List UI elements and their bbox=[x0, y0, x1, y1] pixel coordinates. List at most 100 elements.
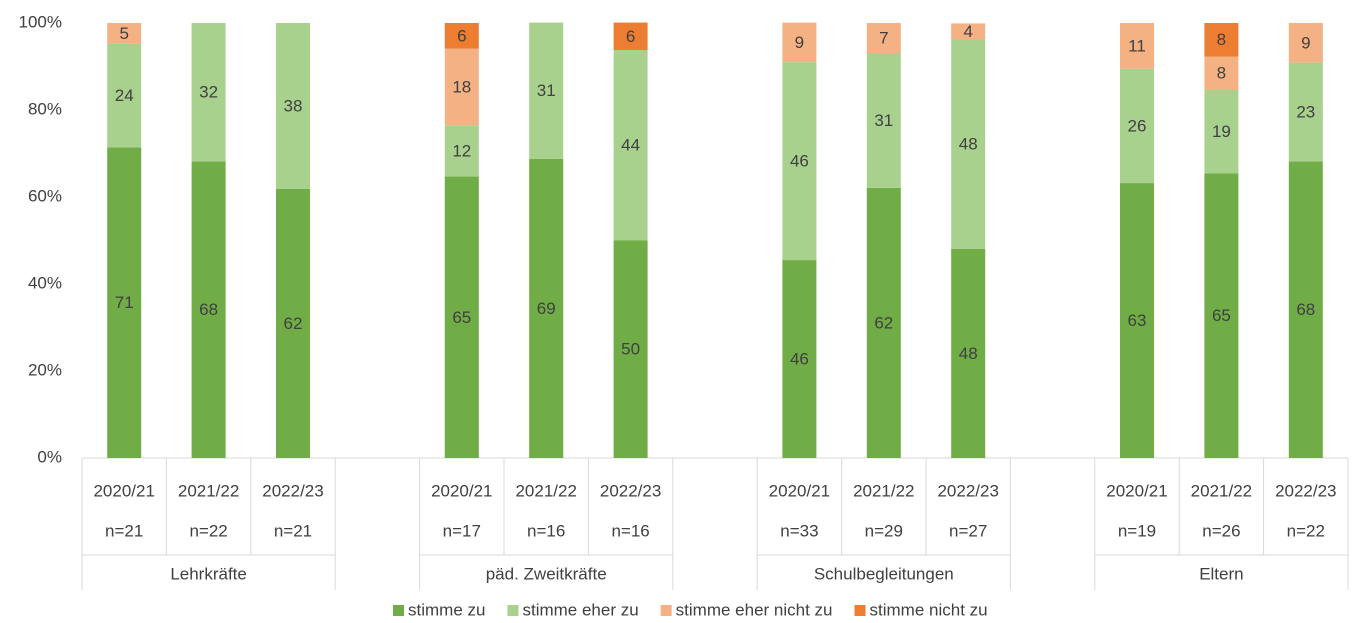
bar-segment bbox=[444, 125, 479, 177]
bar-segment bbox=[444, 23, 479, 49]
legend-swatch bbox=[854, 605, 866, 616]
x-tick-label: 2020/21 bbox=[1106, 481, 1167, 500]
n-label: n=22 bbox=[189, 521, 227, 540]
data-label: 65 bbox=[1212, 306, 1231, 325]
group-label: päd. Zweitkräfte bbox=[486, 564, 607, 583]
group-label: Eltern bbox=[1199, 564, 1243, 583]
bar-segment bbox=[191, 161, 226, 458]
bar-segment bbox=[1204, 23, 1239, 57]
n-label: n=33 bbox=[780, 521, 818, 540]
x-tick-label: 2021/22 bbox=[515, 481, 576, 500]
legend-swatch bbox=[660, 605, 672, 616]
legend-label: stimme eher zu bbox=[522, 600, 638, 619]
data-label: 5 bbox=[119, 24, 128, 43]
data-label: 23 bbox=[1296, 102, 1315, 121]
n-label: n=26 bbox=[1202, 521, 1240, 540]
data-label: 68 bbox=[199, 300, 218, 319]
bar-segment bbox=[107, 147, 142, 458]
bar-segment bbox=[276, 188, 310, 459]
bar-segment bbox=[951, 248, 986, 458]
n-label: n=16 bbox=[527, 521, 565, 540]
data-label: 69 bbox=[537, 299, 556, 318]
x-tick-label: 2020/21 bbox=[93, 481, 154, 500]
y-tick-label: 40% bbox=[28, 273, 62, 292]
y-tick-label: 0% bbox=[37, 447, 62, 466]
x-tick-label: 2022/23 bbox=[937, 481, 998, 500]
data-label: 48 bbox=[959, 344, 978, 363]
bar-segment bbox=[444, 176, 479, 458]
data-label: 32 bbox=[199, 83, 218, 102]
legend-label: stimme nicht zu bbox=[870, 600, 988, 619]
data-label: 62 bbox=[284, 314, 303, 333]
n-label: n=17 bbox=[443, 521, 481, 540]
y-tick-label: 60% bbox=[28, 186, 62, 205]
bar-segment bbox=[529, 158, 564, 458]
y-tick-label: 20% bbox=[28, 360, 62, 379]
group-label: Schulbegleitungen bbox=[814, 564, 954, 583]
data-label: 11 bbox=[1128, 36, 1146, 55]
data-label: 46 bbox=[790, 350, 809, 369]
x-tick-label: 2020/21 bbox=[431, 481, 492, 500]
n-label: n=21 bbox=[105, 521, 143, 540]
bar-segment bbox=[276, 23, 310, 189]
data-label: 38 bbox=[284, 96, 303, 115]
x-tick-label: 2021/22 bbox=[853, 481, 914, 500]
bar-segment bbox=[782, 260, 817, 458]
data-label: 50 bbox=[621, 340, 640, 359]
bar-segment bbox=[1288, 23, 1323, 63]
bar-segment bbox=[951, 39, 986, 249]
bar-segment bbox=[1204, 173, 1239, 458]
n-label: n=21 bbox=[274, 521, 312, 540]
data-label: 8 bbox=[1217, 64, 1226, 83]
legend-swatch bbox=[393, 605, 404, 616]
x-tick-label: 2021/22 bbox=[1191, 481, 1252, 500]
data-label: 12 bbox=[452, 141, 471, 160]
bar-segment bbox=[613, 240, 648, 458]
bar-segment bbox=[1120, 23, 1154, 69]
group-label: Lehrkräfte bbox=[170, 564, 247, 583]
bar-segment bbox=[782, 22, 817, 63]
bar-segment bbox=[613, 22, 648, 50]
bar-segment bbox=[1288, 161, 1323, 458]
data-label: 48 bbox=[959, 135, 978, 154]
x-tick-label: 2020/21 bbox=[769, 481, 830, 500]
data-label: 7 bbox=[879, 28, 888, 47]
data-label: 31 bbox=[537, 81, 556, 100]
n-label: n=16 bbox=[611, 521, 649, 540]
data-label: 26 bbox=[1128, 116, 1147, 135]
data-label: 68 bbox=[1296, 300, 1315, 319]
legend-swatch bbox=[507, 605, 519, 616]
data-label: 8 bbox=[1217, 30, 1226, 49]
data-label: 4 bbox=[963, 22, 972, 41]
bar-segment bbox=[1120, 183, 1154, 458]
n-label: n=22 bbox=[1287, 521, 1325, 540]
data-label: 24 bbox=[115, 86, 134, 105]
bar-segment bbox=[613, 49, 648, 241]
x-tick-label: 2022/23 bbox=[1275, 481, 1336, 500]
bar-segment bbox=[866, 23, 901, 54]
data-label: 9 bbox=[1301, 33, 1310, 52]
data-label: 65 bbox=[452, 308, 471, 327]
bar-segment bbox=[191, 23, 226, 162]
data-label: 6 bbox=[457, 26, 466, 45]
x-tick-label: 2022/23 bbox=[600, 481, 661, 500]
data-label: 71 bbox=[115, 293, 134, 312]
bar-segment bbox=[951, 23, 986, 40]
bar-segment bbox=[866, 187, 901, 459]
n-label: n=19 bbox=[1118, 521, 1156, 540]
n-label: n=29 bbox=[865, 521, 903, 540]
data-label: 6 bbox=[626, 27, 635, 46]
data-label: 19 bbox=[1212, 122, 1231, 141]
data-label: 9 bbox=[795, 33, 804, 52]
data-label: 62 bbox=[874, 313, 893, 332]
data-label: 18 bbox=[452, 77, 471, 96]
bar-segment bbox=[1120, 68, 1154, 184]
bar-segment bbox=[107, 23, 142, 44]
data-label: 44 bbox=[621, 136, 640, 155]
y-tick-label: 80% bbox=[28, 99, 62, 118]
bar-segment bbox=[107, 43, 142, 148]
data-label: 46 bbox=[790, 152, 809, 171]
bar-segment bbox=[1204, 89, 1239, 174]
bar-segment bbox=[444, 48, 479, 126]
